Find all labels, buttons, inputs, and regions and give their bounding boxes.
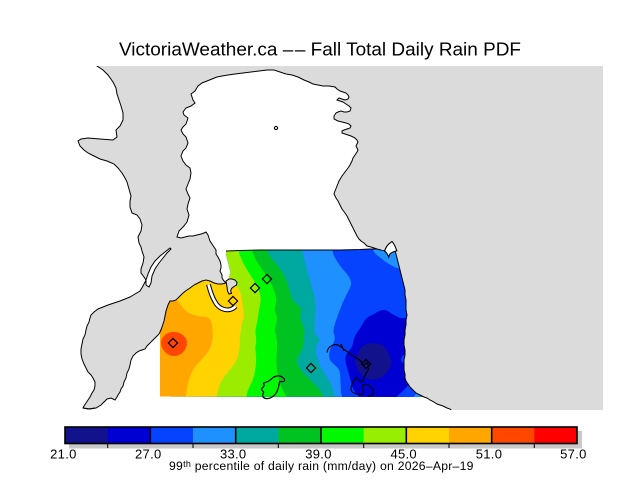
svg-text:39.0: 39.0 bbox=[305, 447, 332, 462]
svg-text:99th percentile of daily rain: 99th percentile of daily rain (mm/day) o… bbox=[169, 459, 474, 473]
svg-text:33.0: 33.0 bbox=[220, 447, 247, 462]
svg-text:45.0: 45.0 bbox=[390, 447, 417, 462]
svg-text:57.0: 57.0 bbox=[560, 447, 587, 462]
svg-text:VictoriaWeather.ca – – Fall To: VictoriaWeather.ca – – Fall Total Daily … bbox=[119, 39, 521, 60]
svg-text:21.0: 21.0 bbox=[50, 447, 77, 462]
svg-text:27.0: 27.0 bbox=[135, 447, 162, 462]
svg-text:51.0: 51.0 bbox=[476, 447, 503, 462]
